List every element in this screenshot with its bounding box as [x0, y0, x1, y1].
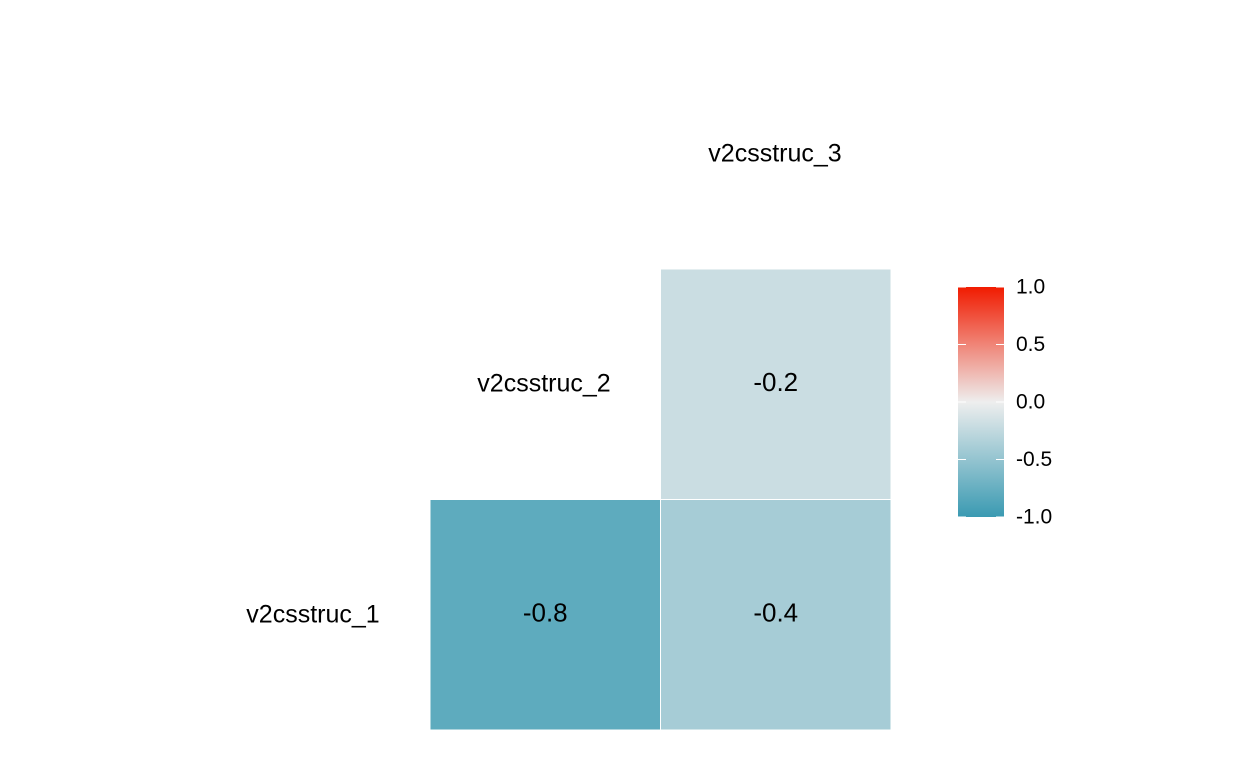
heatmap-cells: -0.8 -0.4 -0.2: [429, 268, 892, 731]
legend-ticks: [958, 286, 1004, 518]
heatmap-cell-v2csstruc_1-v2csstruc_2: [429, 499, 661, 731]
diagonal-label-v2csstruc-3: v2csstruc_3: [708, 140, 841, 168]
color-legend: 1.0 0.5 0.0 -0.5 -1.0: [958, 276, 1052, 529]
diagonal-label-v2csstruc-2: v2csstruc_2: [477, 370, 610, 398]
cell-value-label-v2csstruc_2-v2csstruc_3: -0.2: [753, 367, 798, 397]
legend-label-0-0: 0.0: [1016, 391, 1045, 414]
heatmap-cell-v2csstruc_1-v2csstruc_3: [660, 499, 892, 731]
legend-label-neg-0-5: -0.5: [1016, 448, 1052, 471]
cell-value-label-v2csstruc_1-v2csstruc_3: -0.4: [753, 598, 798, 628]
legend-label-neg-1-0: -1.0: [1016, 506, 1052, 529]
cell-value-label-v2csstruc_1-v2csstruc_2: -0.8: [523, 598, 568, 628]
diagonal-label-v2csstruc-1: v2csstruc_1: [246, 601, 379, 629]
heatmap-cell-v2csstruc_2-v2csstruc_3: [660, 268, 892, 500]
legend-label-0-5: 0.5: [1016, 333, 1045, 356]
legend-label-1-0: 1.0: [1016, 276, 1045, 299]
